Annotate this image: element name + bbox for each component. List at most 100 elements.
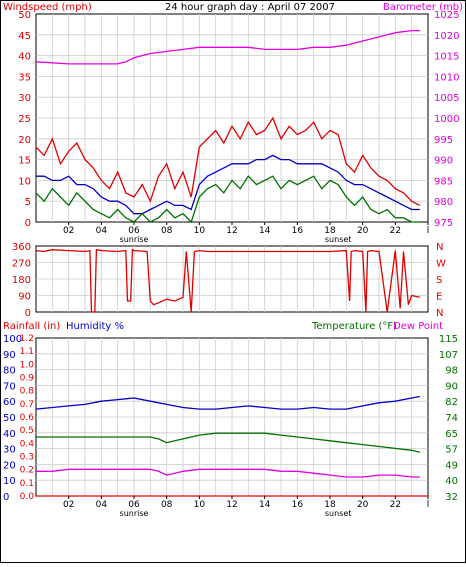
temp-panel-x-tick: 20 xyxy=(357,500,369,510)
temp-y-tick: 49 xyxy=(445,460,458,471)
wind-panel-x-tick: 10 xyxy=(194,226,206,236)
wind-direction-line xyxy=(35,248,420,313)
temp-y-tick: 90 xyxy=(445,381,458,392)
temperature-line xyxy=(36,432,420,453)
wind-y-tick: 30 xyxy=(18,93,31,104)
temp-panel-x-tick: 08 xyxy=(161,500,173,510)
wind-y-tick: 50 xyxy=(18,10,31,21)
wind-panel-x-tick: 08 xyxy=(161,226,173,236)
barometer-y-tick: 1025 xyxy=(434,10,459,21)
temp-y-tick: 74 xyxy=(445,413,458,424)
wind-panel-x-tick: 14 xyxy=(259,226,271,236)
dewpoint-axis-label: Dew Point xyxy=(393,321,443,332)
temp-y-tick: 40 xyxy=(445,476,458,487)
humidity-y-tick: 50 xyxy=(3,413,16,424)
compass-y-tick: E xyxy=(436,292,442,303)
humidity-y-tick: 90 xyxy=(3,350,16,361)
wind-y-tick: 20 xyxy=(18,135,31,146)
wind-panel-x-tick: 06 xyxy=(128,226,140,236)
humidity-y-tick: 60 xyxy=(3,397,16,408)
barometer-y-tick: 975 xyxy=(434,218,453,229)
wind-panel-x-tick: 16 xyxy=(292,226,304,236)
wind-panel-sunset-label: sunset xyxy=(325,235,352,244)
temp-panel-sunset-label: sunset xyxy=(325,509,352,518)
humidity-y-tick: 10 xyxy=(3,476,16,487)
wind-y-tick: 5 xyxy=(25,197,31,208)
wind-panel-x-tick: 20 xyxy=(357,226,369,236)
rain-y-tick: 0.1 xyxy=(20,479,34,489)
humidity-y-tick: 80 xyxy=(3,366,16,377)
rain-y-tick: 0.2 xyxy=(20,466,34,476)
barometer-y-tick: 980 xyxy=(434,197,453,208)
compass-y-tick: N xyxy=(436,242,443,253)
humidity-axis-label: Humidity % xyxy=(66,321,124,332)
barometer-y-tick: 990 xyxy=(434,156,453,167)
barometer-y-tick: 1020 xyxy=(434,31,459,42)
wind-panel-sunrise-label: sunrise xyxy=(120,235,149,244)
direction-y-tick: 180 xyxy=(12,275,31,286)
humidity-y-tick: 70 xyxy=(3,381,16,392)
wind-y-tick: 25 xyxy=(18,114,31,125)
rain-y-tick: 1.0 xyxy=(20,360,35,370)
wind-gust-line xyxy=(35,116,421,206)
wind-panel-x-tick: 18 xyxy=(324,226,336,236)
temp-y-tick: 107 xyxy=(439,350,458,361)
humidity-line xyxy=(35,395,420,410)
wind-average-line xyxy=(36,154,420,215)
direction-y-tick: 360 xyxy=(12,242,31,253)
temp-panel-sunrise-label: sunrise xyxy=(120,509,149,518)
barometer-y-tick: 1015 xyxy=(434,52,459,63)
wind-panel-x-tick: 22 xyxy=(390,226,401,236)
direction-y-tick: 270 xyxy=(12,259,31,270)
temp-y-tick: 32 xyxy=(445,492,458,503)
rain-y-tick: 0.5 xyxy=(20,426,34,436)
rain-y-tick: 0.7 xyxy=(20,400,34,410)
barometer-line xyxy=(35,29,420,65)
temperature-axis-label: Temperature (°F) xyxy=(311,321,397,332)
compass-y-tick: S xyxy=(436,275,442,286)
humidity-y-tick: 30 xyxy=(3,445,16,456)
wind-y-tick: 0 xyxy=(25,218,31,229)
wind-panel-x-tick: l xyxy=(427,226,430,236)
barometer-y-tick: 1010 xyxy=(434,72,459,83)
humidity-y-tick: 40 xyxy=(3,429,16,440)
temp-y-tick: 57 xyxy=(445,445,458,456)
rain-y-tick: 1.1 xyxy=(20,347,34,357)
compass-y-tick: N xyxy=(436,308,443,319)
barometer-y-tick: 1005 xyxy=(434,93,459,104)
temp-panel-x-tick: l xyxy=(427,500,430,510)
direction-y-tick: 0 xyxy=(25,308,31,319)
rain-y-tick: 0.3 xyxy=(20,453,34,463)
chart-title: 24 hour graph day : April 07 2007 xyxy=(165,2,335,13)
barometer-y-tick: 995 xyxy=(434,135,453,146)
wind-panel-x-tick: 04 xyxy=(96,226,108,236)
humidity-y-tick: 0 xyxy=(3,492,9,503)
humidity-y-tick: 20 xyxy=(3,460,16,471)
temp-panel-x-tick: 04 xyxy=(96,500,108,510)
wind-panel-x-tick: 12 xyxy=(226,226,237,236)
wind-y-tick: 40 xyxy=(18,52,31,63)
barometer-y-tick: 985 xyxy=(434,176,453,187)
temp-y-tick: 115 xyxy=(439,334,458,345)
dewpoint-line xyxy=(36,468,420,478)
wind-low-line xyxy=(35,175,420,224)
temp-panel-x-tick: 16 xyxy=(292,500,304,510)
temp-panel-x-tick: 18 xyxy=(324,500,336,510)
rain-y-tick: 0.0 xyxy=(20,492,35,502)
rain-y-tick: 1.2 xyxy=(20,334,34,344)
wind-y-tick: 45 xyxy=(18,31,31,42)
barometer-axis-label: Barometer (mb) xyxy=(383,2,463,13)
wind-y-tick: 10 xyxy=(18,176,31,187)
temp-panel-x-tick: 14 xyxy=(259,500,271,510)
temp-y-tick: 98 xyxy=(445,366,458,377)
rain-y-tick: 0.8 xyxy=(20,387,35,397)
temp-y-tick: 65 xyxy=(445,429,458,440)
temp-panel-x-tick: 10 xyxy=(194,500,206,510)
wind-panel-x-tick: 02 xyxy=(63,226,74,236)
temp-panel-x-tick: 22 xyxy=(390,500,401,510)
temp-y-tick: 82 xyxy=(445,397,458,408)
wind-y-tick: 35 xyxy=(18,72,31,83)
rainfall-axis-label: Rainfall (in) xyxy=(3,321,60,332)
